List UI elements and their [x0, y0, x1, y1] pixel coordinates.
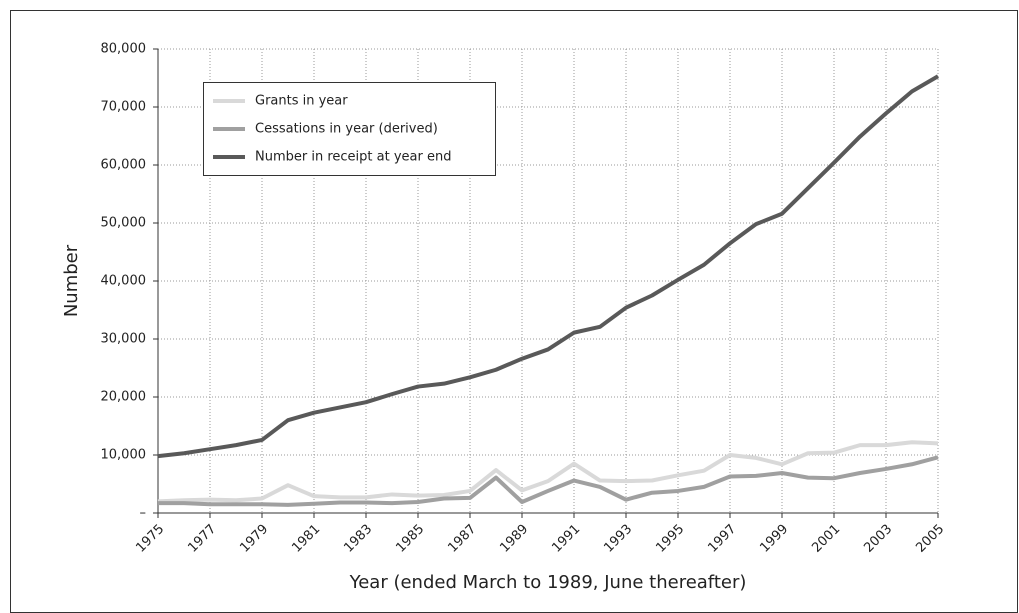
x-tick-label: 1997 [705, 522, 739, 556]
series-line [157, 74, 940, 459]
y-tick-label: 20,000 [101, 390, 147, 405]
x-tick-label: 1989 [497, 522, 531, 556]
y-tick-label: 10,000 [101, 448, 147, 463]
x-tick-label: 1995 [653, 522, 687, 556]
series-line [158, 455, 939, 507]
y-tick-label: – [140, 506, 147, 521]
x-tick-label: 1977 [185, 522, 219, 556]
x-tick-label: 1985 [393, 522, 427, 556]
x-tick-label: 2001 [809, 522, 843, 556]
x-tick-label: 1975 [133, 522, 167, 556]
x-tick-label: 1979 [237, 522, 271, 556]
x-tick-label: 2003 [861, 522, 895, 556]
frame [10, 10, 1018, 613]
x-tick-label: 1999 [757, 522, 791, 556]
series-line [157, 440, 939, 504]
y-tick-label: 60,000 [101, 158, 147, 173]
x-tick-label: 1991 [549, 522, 583, 556]
legend-label: Number in receipt at year end [255, 150, 451, 165]
y-tick-label: 50,000 [101, 216, 147, 231]
y-tick-label: 70,000 [101, 100, 147, 115]
legend-label: Cessations in year (derived) [255, 122, 438, 137]
y-tick-label: 40,000 [101, 274, 147, 289]
y-axis-label: Number [61, 244, 82, 317]
x-tick-label: 1993 [601, 522, 635, 556]
x-tick-label: 1983 [341, 522, 375, 556]
legend-label: Grants in year [255, 94, 348, 109]
y-tick-label: 80,000 [101, 42, 147, 57]
legend-box [203, 82, 496, 176]
x-tick-label: 1987 [445, 522, 479, 556]
x-tick-label: 1981 [289, 522, 323, 556]
x-tick-label: 2005 [913, 522, 947, 556]
x-axis-label: Year (ended March to 1989, June thereaft… [349, 572, 747, 593]
y-tick-label: 30,000 [101, 332, 147, 347]
